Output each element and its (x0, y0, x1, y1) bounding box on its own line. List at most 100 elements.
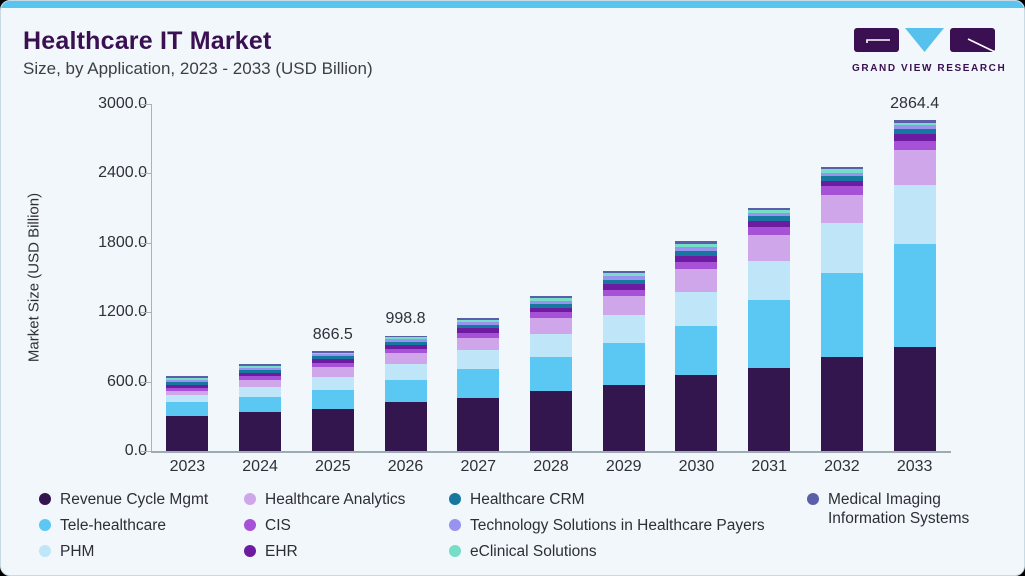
bar-segment (457, 322, 500, 325)
legend-label: Healthcare Analytics (265, 491, 406, 508)
stacked-bar-2027 (457, 104, 500, 451)
bar-segment (384, 335, 427, 338)
bar-segment (457, 319, 500, 323)
y-tick-mark (141, 173, 151, 175)
legend-item: Healthcare CRM (449, 490, 799, 509)
y-tick-mark (141, 104, 151, 105)
bar-segment (820, 357, 863, 451)
bar-segment (820, 272, 863, 358)
legend-item: Revenue Cycle Mgmt (39, 490, 239, 509)
bar-segment (530, 391, 572, 451)
stacked-bar-2026 (384, 104, 427, 451)
y-tick-label: 2400.0 (98, 164, 147, 182)
bar-segment (166, 375, 209, 378)
legend-item: Technology Solutions in Healthcare Payer… (449, 516, 799, 535)
bar-segment (384, 379, 427, 403)
legend-label: Tele-healthcare (60, 517, 166, 534)
bar-segment (675, 240, 718, 244)
bar-segment (820, 166, 863, 170)
bar-segment (530, 334, 572, 358)
bar-segment (311, 356, 354, 360)
bar-segment (311, 366, 354, 378)
legend-item: PHM (39, 542, 239, 561)
bar-segment (166, 402, 209, 416)
y-tick-label: 3000.0 (98, 95, 147, 112)
bar-segment (602, 296, 645, 316)
y-tick-mark (141, 242, 151, 244)
bar-segment (311, 350, 354, 353)
bar-segment (530, 300, 572, 304)
bar-segment (893, 122, 936, 126)
bar-segment (820, 223, 863, 273)
legend-swatch-icon (244, 545, 256, 557)
y-axis-title: Market Size (USD Billion) (25, 192, 43, 363)
bar-segment (239, 412, 282, 451)
bar-segment (675, 250, 718, 256)
bar-segment (748, 261, 791, 301)
legend-label: Technology Solutions in Healthcare Payer… (470, 517, 765, 534)
bar-segment (820, 169, 863, 173)
x-tick-label: 2026 (387, 458, 424, 475)
bar-segment (530, 303, 572, 308)
bar-segment (893, 119, 936, 123)
bar-segment (820, 186, 863, 195)
bar-total-label: 866.5 (312, 325, 353, 343)
bar-segment (602, 273, 645, 277)
stacked-bar-2029 (602, 104, 645, 451)
bar-segment (602, 279, 645, 285)
stacked-bar-2030 (675, 104, 718, 451)
bar-segment (239, 367, 282, 371)
bar-segment (239, 386, 282, 397)
bar-segment (820, 194, 863, 224)
bar-total-label: 2864.4 (890, 94, 940, 112)
bar-segment (530, 357, 572, 392)
bar-segment (748, 227, 791, 235)
legend-label: EHR (265, 543, 298, 560)
bar-segment (820, 172, 863, 176)
stacked-bar-2028 (530, 104, 572, 451)
legend-label: PHM (60, 543, 95, 560)
bar-segment (530, 307, 572, 313)
legend-swatch-icon (449, 545, 461, 557)
legend-item: eClinical Solutions (449, 542, 799, 561)
x-tick-label: 2028 (533, 458, 569, 475)
bar-segment (384, 364, 427, 380)
bar-segment (384, 402, 427, 451)
bar-segment (820, 175, 863, 181)
bar-segment (311, 408, 354, 451)
bar-segment (166, 395, 209, 403)
page-subtitle: Size, by Application, 2023 - 2033 (USD B… (23, 59, 373, 78)
bar-segment (893, 125, 936, 130)
bar-segment (748, 216, 791, 222)
x-tick-label: 2030 (678, 458, 715, 475)
y-tick-label: 600.0 (106, 372, 147, 390)
legend-swatch-icon (807, 493, 819, 505)
bar-segment (748, 207, 791, 211)
bar-segment (166, 391, 209, 396)
bar-segment (311, 354, 354, 357)
bar-segment (457, 337, 500, 351)
stacked-bar-2031 (748, 104, 791, 451)
bar-segment (384, 339, 427, 342)
bar-segment (893, 129, 936, 135)
gvr-logo-text: GRAND VIEW RESEARCH (852, 63, 1007, 74)
y-axis-line (151, 104, 152, 451)
bar-segment (384, 348, 427, 354)
bar-segment (675, 269, 718, 292)
y-tick-label: 1200.0 (98, 303, 147, 321)
bar-segment (166, 381, 209, 385)
bar-segment (311, 359, 354, 363)
bar-segment (457, 332, 500, 338)
legend-label: CIS (265, 517, 291, 534)
legend-item: Tele-healthcare (39, 516, 239, 535)
gvr-logo-mark (854, 28, 996, 53)
bar-segment (893, 184, 936, 245)
bar-segment (748, 221, 791, 227)
bar-segment (384, 341, 427, 346)
bar-segment (893, 244, 936, 347)
bar-segment (748, 234, 791, 262)
bar-segment (530, 298, 572, 301)
legend-swatch-icon (449, 493, 461, 505)
legend-item: Healthcare Analytics (244, 490, 444, 509)
bar-segment (166, 415, 209, 451)
